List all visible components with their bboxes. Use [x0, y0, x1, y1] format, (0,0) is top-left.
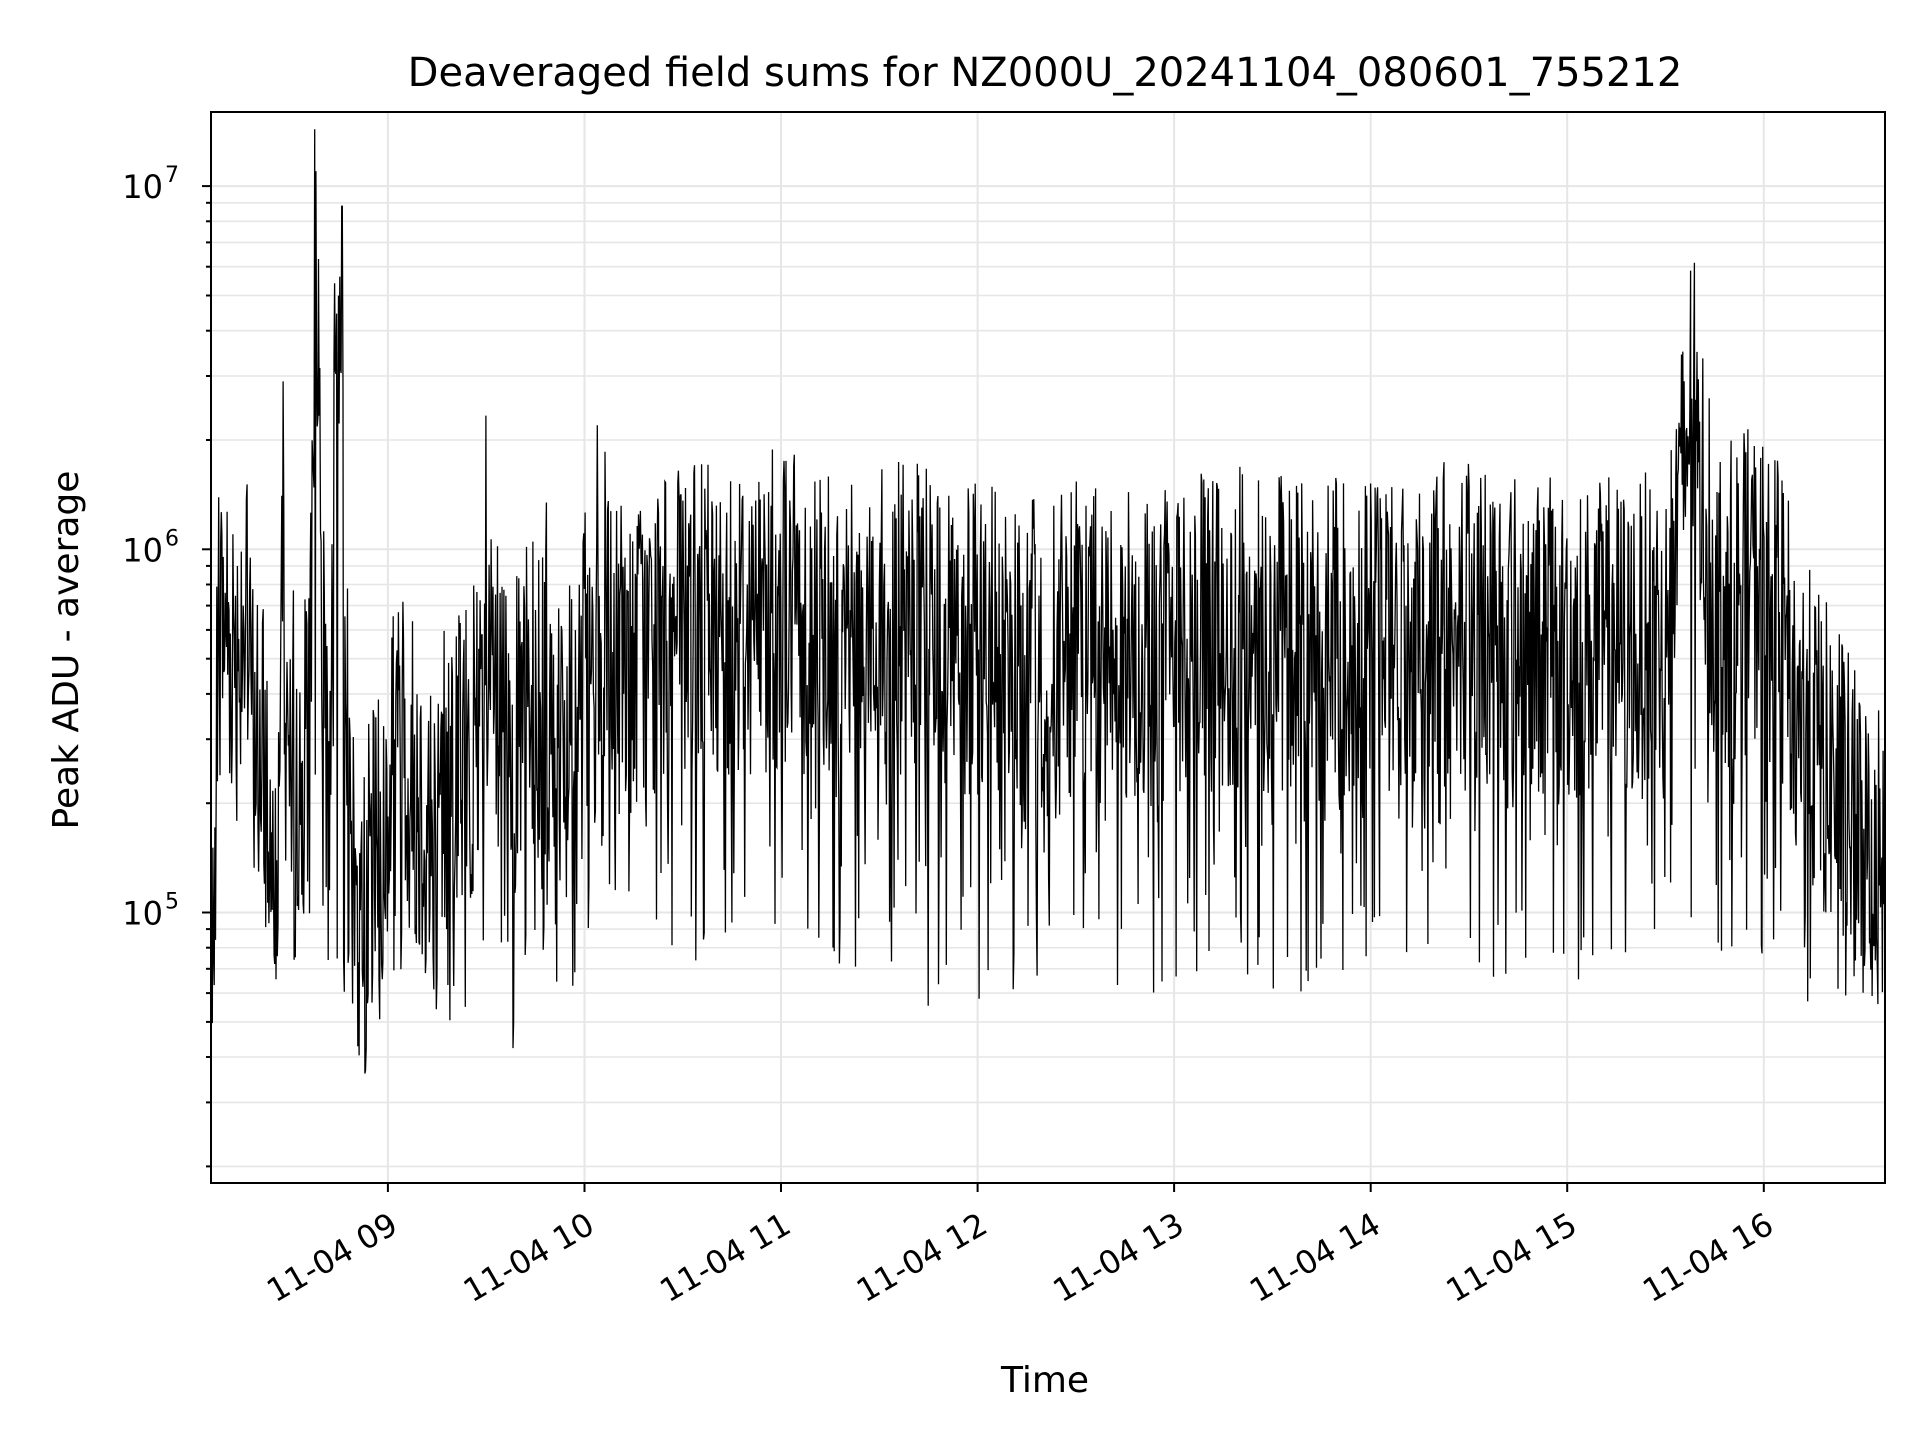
plot-frame: [210, 111, 1886, 1184]
x-axis-label: Time: [1000, 1360, 1089, 1401]
y-tick-label-exponent: 6: [165, 526, 179, 551]
y-tick-label-exponent: 5: [165, 890, 179, 915]
chart-title: Deaveraged field sums for NZ000U_2024110…: [408, 50, 1683, 96]
y-tick-label-exponent: 7: [165, 163, 179, 188]
y-axis-label: Peak ADU - average: [46, 471, 87, 830]
y-tick-label: 10: [122, 895, 163, 933]
y-tick-label: 10: [122, 168, 163, 206]
y-tick-label: 10: [122, 531, 163, 569]
series-line: [210, 129, 1886, 1132]
